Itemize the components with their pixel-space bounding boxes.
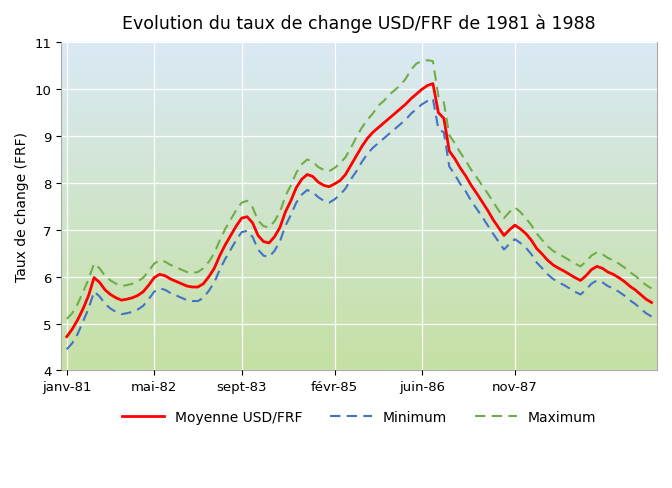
Y-axis label: Taux de change (FRF): Taux de change (FRF)	[15, 132, 29, 282]
Title: Evolution du taux de change USD/FRF de 1981 à 1988: Evolution du taux de change USD/FRF de 1…	[122, 15, 596, 34]
Legend: Moyenne USD/FRF, Minimum, Maximum: Moyenne USD/FRF, Minimum, Maximum	[116, 404, 601, 429]
